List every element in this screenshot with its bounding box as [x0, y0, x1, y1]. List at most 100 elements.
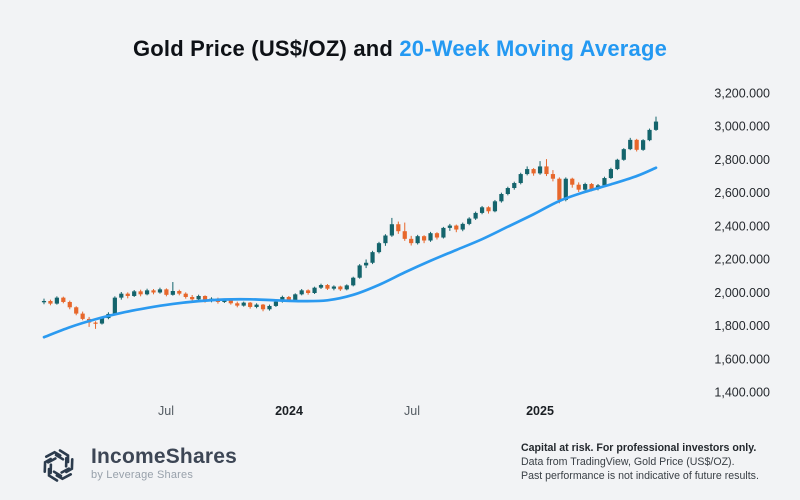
candle-down: [396, 224, 401, 232]
candle-up: [537, 166, 543, 174]
x-axis-label: 2025: [526, 404, 554, 418]
candle-down: [306, 290, 311, 293]
candle-down: [164, 289, 169, 295]
brand-name: IncomeShares: [91, 445, 237, 468]
y-axis: 3,200.000 3,000.000 2,800.000 2,600.000 2,40…: [714, 87, 770, 400]
candle-down: [67, 301, 72, 308]
candle-down: [576, 184, 581, 190]
candle-down: [421, 236, 427, 241]
brand-subtitle: by Leverage Shares: [91, 469, 194, 481]
x-axis-label: Jul: [158, 404, 174, 418]
candle-up: [479, 207, 485, 213]
y-axis-label: 2,800.000: [714, 153, 770, 167]
candle-up: [492, 201, 498, 212]
candle-down: [228, 299, 233, 304]
brand-logo: IncomeShares by Leverage Shares: [36, 443, 237, 488]
candle-up: [512, 183, 517, 189]
candle-down: [531, 169, 536, 174]
candle-up: [99, 318, 105, 324]
y-axis-label: 1,600.000: [714, 352, 770, 366]
candle-up: [222, 299, 227, 302]
candle-down: [48, 300, 53, 304]
candle-up: [170, 291, 175, 295]
candle-down: [454, 225, 459, 230]
candle-up: [653, 121, 659, 130]
candle-up: [615, 159, 620, 170]
y-axis-label: 1,400.000: [714, 386, 770, 400]
chart-title-black: Gold Price (US$/OZ) and: [132, 36, 400, 61]
candle-down: [138, 291, 143, 295]
candle-down: [202, 295, 208, 301]
candle-up: [196, 295, 201, 300]
x-axis-label: Jul: [404, 404, 420, 418]
candle-down: [402, 231, 407, 239]
candle-down: [151, 290, 156, 293]
candle-down: [183, 293, 188, 297]
candle-down: [325, 285, 330, 289]
moving-average-line: [42, 166, 658, 339]
candle-down: [338, 286, 343, 290]
candle-up: [447, 225, 452, 228]
candle-up: [647, 129, 652, 141]
candle-up: [357, 265, 362, 278]
candle-up: [273, 301, 279, 306]
candle-up: [583, 184, 588, 190]
candle-down: [93, 322, 98, 324]
candle-up: [112, 297, 117, 314]
candle-up: [415, 236, 420, 244]
candle-up: [267, 305, 272, 310]
candle-up: [119, 293, 124, 298]
candle-down: [61, 297, 66, 302]
candle-down: [248, 302, 253, 307]
candle-up: [157, 289, 163, 293]
candle-up: [318, 285, 324, 288]
candle-up: [563, 178, 568, 200]
y-axis-label: 2,600.000: [714, 186, 770, 200]
candle-down: [557, 178, 562, 200]
disclaimer-block: Capital at risk. For professional invest…: [521, 442, 781, 483]
y-axis-label: 3,000.000: [714, 120, 770, 134]
candle-down: [190, 296, 195, 300]
candle-down: [550, 174, 556, 179]
candle-up: [312, 287, 317, 293]
candle-up: [467, 218, 472, 224]
candle-up: [293, 294, 298, 301]
disclaimer-risk-line: Capital at risk. For professional invest…: [521, 442, 757, 454]
candle-up: [331, 286, 336, 289]
candle-up: [628, 139, 633, 150]
brand-text-block: IncomeShares by Leverage Shares: [91, 443, 237, 481]
candle-up: [254, 304, 259, 307]
disclaimer-performance-line: Past performance is not indicative of fu…: [521, 469, 759, 482]
candle-up: [144, 290, 150, 295]
y-axis-label: 2,400.000: [714, 219, 770, 233]
candle-up: [54, 297, 59, 304]
candle-up: [518, 174, 523, 184]
candle-up: [473, 212, 478, 219]
x-axis-label: 2024: [275, 404, 303, 418]
candle-up: [132, 291, 137, 296]
candle-down: [260, 304, 266, 310]
gold-price-candlestick-chart: 3,200.000 3,000.000 2,800.000 2,600.000 2,40…: [41, 87, 770, 418]
candle-up: [428, 233, 433, 241]
candle-down: [125, 293, 130, 296]
candle-up: [621, 149, 626, 160]
candle-down: [409, 238, 414, 244]
candlestick-series: [41, 116, 659, 329]
candle-up: [441, 227, 446, 238]
candle-up: [641, 140, 646, 150]
chart-title-blue: 20-Week Moving Average: [399, 36, 668, 61]
candle-up: [383, 235, 388, 244]
candle-down: [486, 207, 491, 212]
candle-up: [460, 223, 465, 230]
disclaimer-source-line: Data from TradingView, Gold Price (US$/O…: [521, 455, 735, 468]
candle-up: [608, 169, 614, 179]
candle-up: [602, 178, 607, 186]
incomeshares-hexagon-icon: [43, 449, 74, 482]
candle-up: [299, 290, 304, 295]
candle-down: [74, 307, 79, 314]
candle-up: [505, 188, 510, 194]
candle-down: [80, 313, 85, 319]
candle-down: [177, 291, 182, 294]
candle-up: [376, 243, 382, 253]
